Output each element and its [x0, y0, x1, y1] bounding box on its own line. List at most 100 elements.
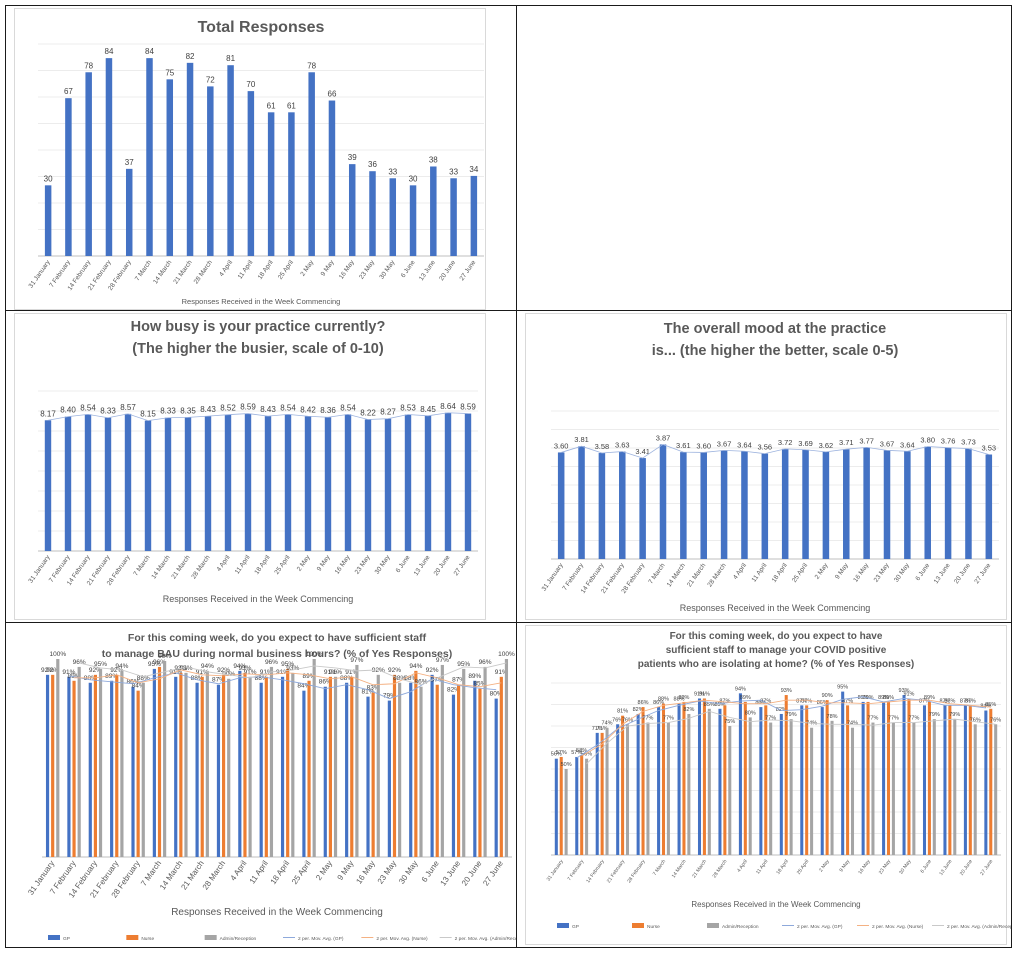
bar — [904, 451, 911, 559]
legend-item: GP — [572, 924, 579, 930]
bar-gp — [575, 756, 579, 855]
bar-admin-reception — [564, 769, 568, 855]
data-label: 88% — [340, 675, 353, 682]
data-label: 94% — [735, 686, 746, 692]
category-label: 6 June — [920, 859, 934, 875]
data-label: 84 — [145, 47, 154, 56]
category-label: 23 May — [873, 562, 891, 584]
bar-nurse — [580, 755, 584, 855]
chart-title-line: The overall mood at the practice — [664, 321, 886, 337]
data-label: 78 — [307, 61, 316, 70]
bar-nurse — [328, 676, 332, 857]
bar-nurse — [499, 676, 503, 857]
x-axis-title: Responses Received in the Week Commencin… — [163, 594, 353, 604]
legend-item: Nurse — [647, 924, 660, 930]
bar-nurse — [866, 701, 870, 855]
bar-admin-reception — [269, 666, 274, 857]
category-label: 2 May — [296, 554, 312, 573]
bar-admin-reception — [205, 670, 209, 857]
bar-gp — [302, 690, 306, 857]
data-label: 76% — [970, 717, 981, 723]
bar-nurse — [371, 692, 375, 857]
category-label: 13 June — [418, 259, 437, 282]
legend-item: 2 per. Mov. Avg. (Admin/Reception) — [947, 924, 1011, 930]
bar-admin-reception — [748, 717, 752, 855]
bar — [822, 451, 830, 559]
data-label: 96% — [479, 659, 492, 666]
data-label: 3.62 — [819, 441, 834, 450]
bar-admin-reception — [120, 670, 124, 857]
data-label: 90% — [222, 671, 235, 678]
category-label: 14 February — [585, 858, 606, 884]
data-label: 94% — [233, 663, 246, 670]
bar-gp — [152, 668, 156, 857]
bar-admin-reception — [585, 758, 589, 855]
data-label: 8.22 — [360, 408, 376, 417]
data-label: 93% — [238, 665, 251, 672]
bar-gp — [366, 696, 370, 857]
panel-covid-staffing: For this coming week, do you expect to h… — [516, 622, 1012, 948]
data-label: 8.57 — [120, 403, 136, 412]
data-label: 79% — [929, 712, 940, 718]
category-label: 16 May — [338, 259, 356, 281]
legend-item: Nurse — [141, 936, 154, 942]
data-label: 92% — [217, 667, 230, 674]
bar-nurse — [927, 701, 931, 855]
data-label: 79% — [786, 712, 797, 718]
bar-nurse — [600, 732, 604, 855]
data-label: 75 — [165, 68, 174, 77]
bar — [224, 414, 232, 551]
data-label: 78% — [827, 714, 838, 720]
bar — [424, 415, 432, 551]
bar-gp — [409, 682, 413, 857]
bar — [384, 418, 392, 551]
bar — [364, 419, 372, 551]
bar-gp — [759, 707, 763, 855]
data-label: 82% — [633, 707, 644, 713]
category-label: 27 June — [453, 554, 472, 577]
category-label: 16 May — [852, 562, 870, 584]
data-label: 3.72 — [778, 438, 793, 447]
legend-item: Admin/Reception — [722, 924, 759, 930]
data-label: 91% — [244, 669, 257, 676]
category-label: 28 February — [626, 858, 647, 884]
bar-admin-reception — [98, 668, 103, 857]
bar-admin-reception — [248, 676, 252, 857]
moving-average-line — [581, 699, 991, 757]
bar — [204, 416, 212, 551]
category-label: 23 May — [354, 554, 372, 576]
category-label: 23 May — [358, 259, 376, 281]
bar — [781, 448, 789, 559]
data-label: 8.54 — [80, 403, 96, 412]
bar-gp — [984, 710, 988, 855]
bar — [84, 414, 92, 551]
bar-gp — [473, 680, 477, 857]
bar-gp — [494, 698, 498, 857]
data-label: 78 — [84, 61, 93, 70]
category-label: 14 March — [671, 859, 688, 880]
data-label: 3.73 — [961, 438, 976, 447]
bar-admin-reception — [871, 722, 875, 855]
bar — [267, 112, 275, 256]
bar-nurse — [764, 705, 768, 855]
bar — [720, 450, 728, 559]
bar-gp — [323, 686, 327, 857]
bau-staffing-chart: For this coming week, do you expect to h… — [26, 632, 516, 942]
bar — [284, 414, 292, 551]
data-label: 99% — [158, 653, 171, 660]
bar-gp — [738, 693, 742, 855]
data-label: 91% — [324, 669, 337, 676]
bar — [761, 453, 769, 559]
data-label: 88% — [404, 675, 417, 682]
data-label: 8.27 — [380, 408, 396, 417]
bar-admin-reception — [184, 672, 188, 857]
bar-gp — [841, 691, 845, 855]
category-label: 30 May — [898, 858, 913, 875]
legend-swatch — [707, 923, 719, 928]
data-label: 8.35 — [180, 406, 196, 415]
data-label: 92% — [426, 667, 439, 674]
data-label: 91% — [495, 669, 508, 676]
bar — [369, 171, 376, 256]
data-label: 57% — [556, 750, 567, 756]
busy-practice-chart: How busy is your practice currently? (The… — [27, 319, 478, 604]
